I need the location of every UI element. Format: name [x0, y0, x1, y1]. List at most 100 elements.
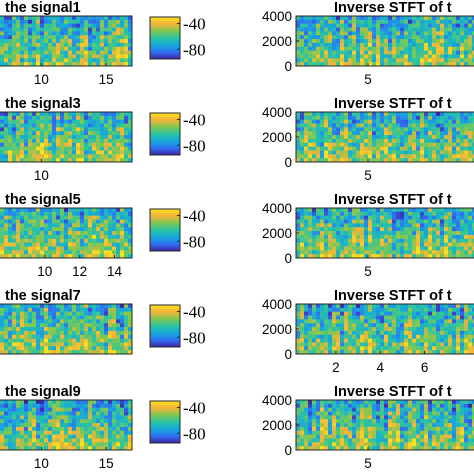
- heatmap-cell: [0, 430, 5, 436]
- heatmap-cell: [388, 27, 393, 32]
- heatmap-cell: [112, 208, 117, 213]
- heatmap-cell: [320, 123, 325, 128]
- heatmap-cell: [96, 54, 101, 59]
- heatmap-cell: [12, 419, 17, 424]
- heatmap-cell: [380, 219, 385, 224]
- heatmap-cell: [440, 215, 445, 220]
- heatmap-cell: [68, 215, 73, 220]
- heatmap-cell: [464, 211, 469, 217]
- heatmap-cell: [100, 254, 105, 258]
- heatmap-cell: [448, 338, 453, 343]
- heatmap-cell: [384, 27, 389, 32]
- heatmap-cell: [312, 16, 317, 21]
- heatmap-cell: [444, 254, 449, 258]
- heatmap-cell: [440, 307, 445, 313]
- heatmap-cell: [352, 342, 357, 347]
- heatmap-cell: [116, 319, 121, 324]
- heatmap-cell: [64, 215, 69, 220]
- heatmap-cell: [128, 242, 132, 247]
- heatmap-cell: [452, 50, 457, 55]
- heatmap-cell: [60, 131, 65, 136]
- heatmap-cell: [124, 342, 129, 347]
- heatmap-cell: [472, 223, 474, 228]
- heatmap-cell: [104, 346, 109, 351]
- heatmap-cell: [424, 158, 429, 162]
- heatmap-cell: [44, 146, 49, 151]
- heatmap-cell: [428, 135, 433, 140]
- heatmap-cell: [448, 411, 453, 416]
- heatmap-cell: [328, 131, 333, 136]
- heatmap-cell: [412, 246, 417, 251]
- heatmap-cell: [128, 419, 132, 424]
- heatmap-cell: [312, 127, 317, 132]
- heatmap-cell: [104, 342, 109, 347]
- heatmap-cell: [56, 138, 61, 144]
- heatmap-cell: [380, 330, 385, 336]
- heatmap-cell: [108, 219, 113, 224]
- heatmap-cell: [68, 254, 73, 258]
- heatmap-cell: [336, 39, 341, 44]
- heatmap-cell: [0, 242, 5, 247]
- heatmap-cell: [64, 208, 69, 213]
- heatmap-cell: [32, 419, 37, 424]
- heatmap-cell: [388, 138, 393, 144]
- heatmap-cell: [436, 211, 441, 217]
- heatmap-cell: [72, 419, 77, 424]
- heatmap-cell: [424, 46, 429, 52]
- heatmap-cell: [48, 58, 53, 63]
- heatmap-cell: [20, 238, 25, 244]
- heatmap-cell: [336, 146, 341, 151]
- heatmap-cell: [332, 39, 337, 44]
- heatmap-cell: [52, 311, 57, 316]
- heatmap-cell: [316, 342, 321, 347]
- heatmap-cell: [80, 238, 85, 244]
- y-tick-label: 2000: [262, 226, 292, 241]
- heatmap-cell: [64, 35, 69, 40]
- heatmap-cell: [308, 119, 313, 124]
- x-tick-label: 15: [99, 72, 114, 87]
- heatmap-cell: [472, 219, 474, 224]
- heatmap-cell: [296, 42, 301, 48]
- heatmap-cell: [120, 423, 125, 428]
- heatmap-cell: [360, 39, 365, 44]
- heatmap-cell: [88, 119, 93, 124]
- heatmap-cell: [92, 123, 97, 128]
- heatmap-cell: [400, 31, 405, 36]
- heatmap-cell: [304, 227, 309, 232]
- heatmap-cell: [96, 119, 101, 124]
- heatmap-cell: [392, 62, 397, 66]
- heatmap-cell: [64, 334, 69, 340]
- heatmap-cell: [4, 50, 9, 55]
- heatmap-cell: [376, 223, 381, 228]
- heatmap-cell: [76, 115, 81, 121]
- heatmap-cell: [84, 419, 89, 424]
- heatmap-cell: [304, 238, 309, 244]
- heatmap-cell: [388, 62, 393, 66]
- heatmap-cell: [56, 304, 61, 309]
- heatmap-cell: [348, 215, 353, 220]
- heatmap-cell: [108, 223, 113, 228]
- heatmap-cell: [108, 403, 113, 409]
- heatmap-cell: [36, 112, 41, 117]
- heatmap-cell: [112, 327, 117, 332]
- heatmap-cell: [344, 16, 349, 21]
- heatmap-cell: [332, 142, 337, 148]
- heatmap-cell: [20, 123, 25, 128]
- heatmap-cell: [376, 16, 381, 21]
- heatmap-cell: [320, 215, 325, 220]
- heatmap-cell: [8, 16, 13, 21]
- heatmap-cell: [68, 315, 73, 320]
- heatmap-cell: [80, 112, 85, 117]
- heatmap-cell: [424, 315, 429, 320]
- heatmap-cell: [120, 338, 125, 343]
- heatmap-cell: [440, 158, 445, 162]
- heatmap-cell: [364, 334, 369, 340]
- heatmap-cell: [20, 154, 25, 159]
- heatmap-cell: [328, 16, 333, 21]
- heatmap-cell: [28, 242, 33, 247]
- heatmap-cell: [468, 39, 473, 44]
- heatmap-cell: [52, 434, 57, 439]
- heatmap-cell: [300, 19, 305, 25]
- heatmap-cell: [64, 123, 69, 128]
- heatmap-cell: [4, 403, 9, 409]
